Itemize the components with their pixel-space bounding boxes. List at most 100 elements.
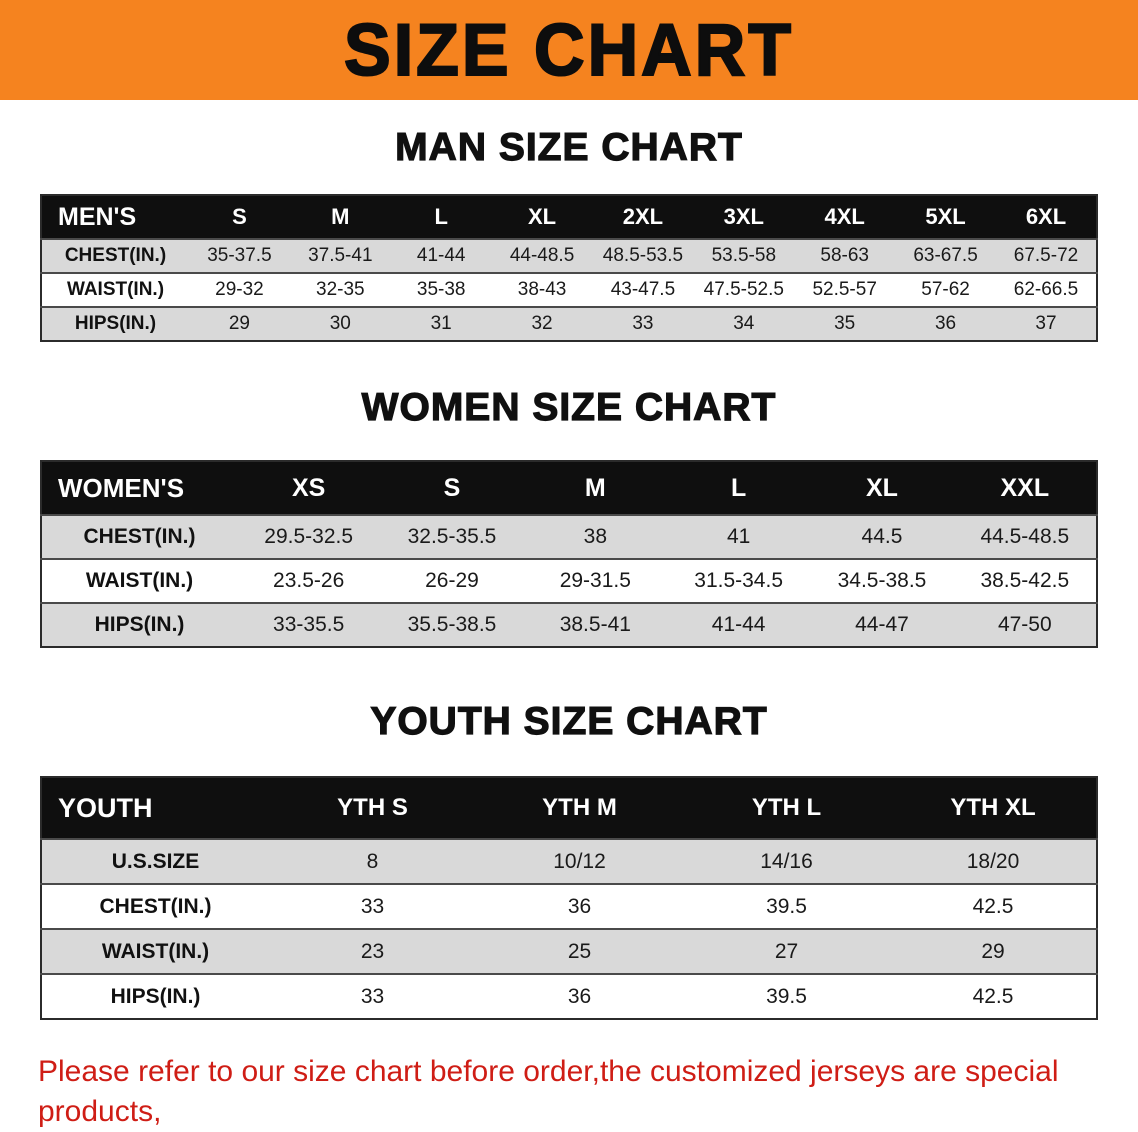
table-row: CHEST(IN.) 33 36 39.5 42.5 — [41, 884, 1097, 929]
size-value-cell: 23 — [360, 939, 385, 963]
size-value-cell: 35 — [834, 313, 856, 334]
size-value-cell: 48.5-53.5 — [602, 245, 684, 266]
size-value-cell: 35.5-38.5 — [407, 613, 497, 636]
men-size-table: MEN'S S M L XL 2XL 3XL 4XL 5XL 6XL CHEST(IN.) 35-37… — [40, 194, 1098, 342]
table-row: WAIST(IN.) 29-32 32-35 35-38 38-43 43-47.5 47.… — [41, 273, 1097, 307]
size-column-header: L — [666, 461, 811, 515]
size-value-cell: 33 — [632, 313, 654, 334]
size-column-header: 4XL — [794, 195, 896, 239]
size-value-cell: 31 — [430, 313, 452, 334]
row-label: HIPS(IN.) — [94, 613, 185, 636]
size-value-cell: 26-29 — [425, 569, 479, 592]
size-column-header: L — [390, 195, 492, 239]
size-value-cell: 47-50 — [997, 613, 1052, 636]
table-row: CHEST(IN.) 29.5-32.5 32.5-35.5 38 41 44.5 44.5… — [41, 515, 1097, 559]
row-label: CHEST(IN.) — [99, 894, 212, 918]
size-column-header: 5XL — [895, 195, 996, 239]
size-value-cell: 33-35.5 — [273, 613, 345, 636]
size-value-cell: 37 — [1035, 313, 1057, 334]
footer-disclaimer: Please refer to our size chart before or… — [0, 1052, 1138, 1132]
size-value-cell: 29 — [228, 313, 250, 334]
size-value-cell: 29-31.5 — [559, 569, 631, 592]
size-value-cell: 23.5-26 — [273, 569, 345, 592]
size-value-cell: 29 — [981, 939, 1005, 963]
size-value-cell: 37.5-41 — [308, 245, 373, 266]
size-column-header: YTH S — [269, 777, 476, 839]
size-value-cell: 53.5-58 — [711, 245, 777, 266]
size-column-header: XL — [810, 461, 954, 515]
size-value-cell: 38 — [583, 525, 607, 548]
size-column-header: S — [189, 195, 290, 239]
size-value-cell: 39.5 — [766, 894, 807, 918]
size-value-cell: 43-47.5 — [610, 279, 676, 300]
row-label: CHEST(IN.) — [64, 245, 167, 266]
size-value-cell: 30 — [329, 313, 351, 334]
size-value-cell: 33 — [360, 894, 385, 918]
size-value-cell: 44-47 — [855, 613, 909, 636]
size-value-cell: 57-62 — [921, 279, 970, 300]
size-value-cell: 14/16 — [760, 849, 813, 873]
size-value-cell: 36 — [567, 894, 592, 918]
size-value-cell: 62-66.5 — [1013, 279, 1079, 300]
size-value-cell: 38.5-42.5 — [980, 569, 1070, 592]
size-value-cell: 27 — [774, 939, 799, 963]
table-row: WAIST(IN.) 23 25 27 29 — [41, 929, 1097, 974]
size-column-header: 3XL — [693, 195, 795, 239]
size-value-cell: 25 — [567, 939, 592, 963]
table-row: U.S.SIZE 8 10/12 14/16 18/20 — [41, 839, 1097, 884]
size-column-header: XXL — [953, 461, 1097, 515]
size-value-cell: 38-43 — [517, 279, 567, 300]
row-label: WAIST(IN.) — [101, 939, 210, 963]
table-row: HIPS(IN.) 33-35.5 35.5-38.5 38.5-41 41-44 44-… — [41, 603, 1097, 647]
size-value-cell: 35-38 — [416, 279, 466, 300]
size-value-cell: 36 — [934, 313, 957, 334]
size-value-cell: 44-48.5 — [509, 245, 575, 266]
women-section-heading: WOMEN SIZE CHART — [361, 385, 777, 429]
row-label: HIPS(IN.) — [110, 984, 201, 1008]
size-value-cell: 31.5-34.5 — [694, 569, 784, 592]
row-label: WAIST(IN.) — [85, 569, 194, 592]
size-value-cell: 52.5-57 — [812, 279, 877, 300]
size-value-cell: 44.5-48.5 — [980, 525, 1070, 548]
size-column-header: YTH L — [683, 777, 890, 839]
size-column-header: YTH M — [476, 777, 683, 839]
table-corner-label: YOUTH — [41, 777, 269, 839]
size-value-cell: 18/20 — [966, 849, 1020, 873]
size-value-cell: 63-67.5 — [913, 245, 978, 266]
size-value-cell: 33 — [360, 984, 385, 1008]
youth-section-heading: YOUTH SIZE CHART — [370, 699, 768, 743]
row-label: U.S.SIZE — [111, 849, 200, 873]
size-value-cell: 35-37.5 — [207, 245, 272, 266]
size-column-header: M — [289, 195, 391, 239]
row-label: CHEST(IN.) — [83, 525, 196, 548]
size-value-cell: 29-32 — [215, 279, 264, 300]
size-value-cell: 10/12 — [553, 849, 606, 873]
size-column-header: 6XL — [996, 195, 1097, 239]
size-value-cell: 47.5-52.5 — [703, 279, 784, 300]
table-corner-label: WOMEN'S — [41, 461, 237, 515]
size-value-cell: 41-44 — [416, 245, 466, 266]
men-section-heading: MAN SIZE CHART — [395, 125, 743, 169]
size-value-cell: 34.5-38.5 — [837, 569, 927, 592]
size-value-cell: 42.5 — [972, 894, 1014, 918]
table-corner-label: MEN'S — [41, 195, 189, 239]
page-title: SIZE CHART — [343, 8, 794, 92]
size-column-header: XL — [491, 195, 593, 239]
footer-disclaimer-line1: Please refer to our size chart before or… — [38, 1055, 1059, 1128]
size-value-cell: 58-63 — [820, 245, 869, 266]
size-column-header: 2XL — [592, 195, 694, 239]
size-value-cell: 32-35 — [316, 279, 365, 300]
size-value-cell: 44.5 — [861, 525, 903, 548]
size-value-cell: 8 — [366, 849, 379, 873]
size-value-cell: 29.5-32.5 — [264, 525, 354, 548]
table-row: WAIST(IN.) 23.5-26 26-29 29-31.5 31.5-34.5 34… — [41, 559, 1097, 603]
size-value-cell: 36 — [567, 984, 592, 1008]
youth-size-table: YOUTH YTH S YTH M YTH L YTH XL U.S.SIZE 8 10/12… — [40, 776, 1098, 1020]
size-column-header: M — [523, 461, 667, 515]
table-row: HIPS(IN.) 29 30 31 32 33 34 35 36 37 — [41, 307, 1097, 341]
row-label: WAIST(IN.) — [66, 279, 165, 300]
size-value-cell: 38.5-41 — [559, 613, 631, 636]
size-value-cell: 41-44 — [711, 613, 766, 636]
table-row: HIPS(IN.) 33 36 39.5 42.5 — [41, 974, 1097, 1019]
